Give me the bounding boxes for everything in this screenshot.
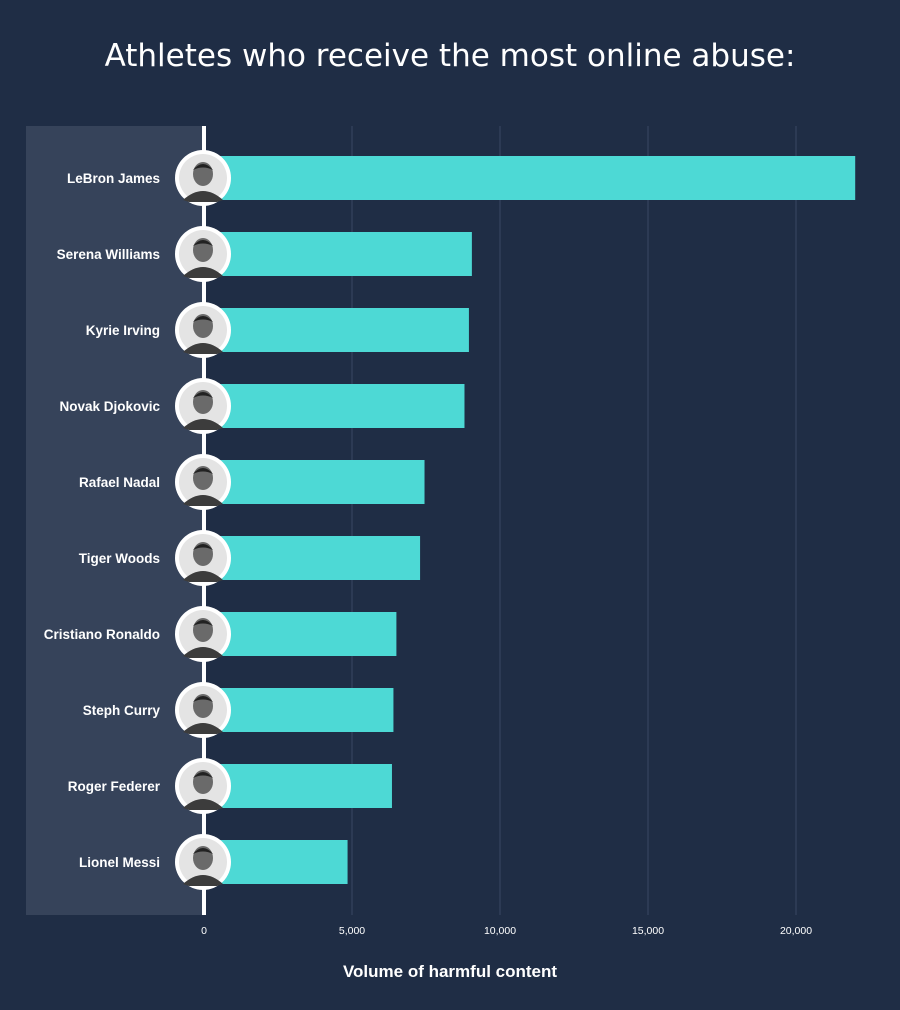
athlete-portrait-icon xyxy=(175,834,231,890)
athlete-portrait-icon xyxy=(175,378,231,434)
x-tick-label-3: 15,000 xyxy=(632,925,664,937)
bar-5 xyxy=(204,536,421,580)
category-label-4: Rafael Nadal xyxy=(79,475,160,490)
athlete-portrait-icon xyxy=(175,226,231,282)
x-tick-label-4: 20,000 xyxy=(780,925,812,937)
label-panel xyxy=(26,126,204,915)
athlete-portrait-icon xyxy=(175,758,231,814)
athlete-portrait-icon xyxy=(175,150,231,206)
athlete-portrait-icon xyxy=(175,530,231,586)
category-label-0: LeBron James xyxy=(67,171,160,186)
category-label-8: Roger Federer xyxy=(68,779,161,794)
category-label-6: Cristiano Ronaldo xyxy=(44,627,160,642)
category-label-2: Kyrie Irving xyxy=(86,323,160,338)
athlete-portrait-icon xyxy=(175,302,231,358)
bar-3 xyxy=(204,384,465,428)
bar-6 xyxy=(204,612,397,656)
category-label-9: Lionel Messi xyxy=(79,855,160,870)
category-label-7: Steph Curry xyxy=(83,703,161,718)
category-label-3: Novak Djokovic xyxy=(59,399,160,414)
athlete-portrait-icon xyxy=(175,606,231,662)
bar-1 xyxy=(204,232,472,276)
athlete-portrait-icon xyxy=(175,682,231,738)
bar-8 xyxy=(204,764,392,808)
x-tick-label-0: 0 xyxy=(201,925,207,937)
bar-2 xyxy=(204,308,469,352)
bar-4 xyxy=(204,460,425,504)
athlete-portrait-icon xyxy=(175,454,231,510)
x-tick-label-2: 10,000 xyxy=(484,925,516,937)
chart-title: Athletes who receive the most online abu… xyxy=(104,38,796,74)
x-axis-label: Volume of harmful content xyxy=(342,962,558,981)
category-label-1: Serena Williams xyxy=(57,247,160,262)
bar-0 xyxy=(204,156,856,200)
category-label-5: Tiger Woods xyxy=(79,551,160,566)
bar-7 xyxy=(204,688,394,732)
x-tick-label-1: 5,000 xyxy=(339,925,365,937)
